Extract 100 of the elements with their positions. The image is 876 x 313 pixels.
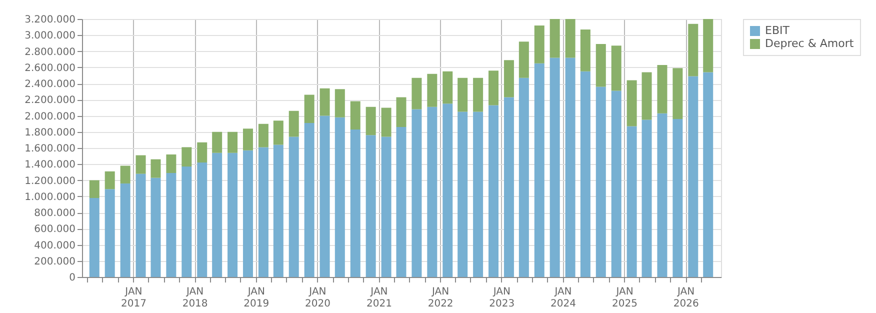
- bar: [580, 29, 590, 72]
- bar: [550, 19, 560, 58]
- bar: [611, 90, 622, 277]
- bar: [703, 72, 714, 277]
- bar: [304, 123, 314, 277]
- bar: [550, 58, 560, 277]
- bar: [120, 166, 130, 184]
- bar: [334, 89, 345, 118]
- bar: [166, 172, 176, 277]
- y-tick-label: 1.000.000: [24, 192, 76, 203]
- x-tick-label: JAN 2026: [673, 286, 699, 310]
- y-tick-label: 2.600.000: [24, 62, 76, 74]
- bar: [89, 198, 100, 277]
- y-tick-label: 1.800.000: [24, 127, 76, 138]
- bar: [458, 78, 468, 112]
- bar: [488, 70, 499, 106]
- bar: [150, 159, 161, 178]
- y-tick-label: 200.000: [34, 256, 76, 268]
- y-tick-label: 2.200.000: [24, 95, 76, 106]
- bar: [182, 147, 192, 167]
- bar: [212, 132, 222, 153]
- bar: [534, 25, 544, 64]
- bar: [197, 162, 208, 277]
- bar: [396, 127, 406, 277]
- bar: [136, 174, 146, 277]
- bar: [427, 106, 438, 277]
- bar: [626, 126, 637, 277]
- bar: [565, 58, 576, 277]
- bar: [442, 71, 453, 104]
- bar: [642, 72, 652, 120]
- bar: [688, 76, 698, 277]
- bar: [320, 116, 330, 277]
- bar: [242, 128, 253, 150]
- bar: [626, 80, 637, 126]
- bar: [412, 78, 422, 110]
- bar: [150, 178, 161, 277]
- bar: [228, 152, 238, 277]
- bar: [672, 118, 683, 277]
- bar: [273, 144, 284, 277]
- bar: [381, 108, 392, 137]
- x-tick-label: JAN 2017: [120, 286, 146, 310]
- bar: [473, 112, 484, 277]
- bar: [657, 64, 668, 114]
- bar: [596, 44, 606, 87]
- bar: [166, 154, 176, 173]
- bar: [672, 68, 683, 119]
- bar: [258, 124, 268, 148]
- bar: [334, 117, 345, 277]
- y-tick-label: 3.000.000: [24, 30, 76, 42]
- x-tick-label: JAN 2024: [550, 286, 576, 310]
- legend-label: Deprec & Amort: [765, 37, 854, 50]
- bar: [642, 120, 652, 277]
- bar: [242, 150, 253, 277]
- y-tick-label: 1.600.000: [24, 144, 76, 154]
- y-tick-label: 600.000: [34, 224, 76, 236]
- y-tick-label: 1.200.000: [24, 176, 76, 187]
- bar: [273, 120, 284, 145]
- bar: [703, 19, 714, 72]
- y-tick-label: 2.000.000: [24, 111, 76, 122]
- bar: [504, 97, 514, 277]
- bar: [412, 109, 422, 277]
- x-tick-label: JAN 2019: [244, 286, 270, 310]
- x-tick-label: JAN 2020: [305, 286, 330, 310]
- bar: [565, 19, 576, 58]
- bar: [381, 136, 392, 277]
- x-tick-label: JAN 2023: [489, 286, 515, 310]
- bar: [350, 129, 360, 277]
- bar: [657, 113, 668, 277]
- x-tick-label: JAN 2022: [428, 286, 454, 310]
- bar: [228, 132, 238, 153]
- bar: [366, 135, 376, 277]
- y-tick-label: 400.000: [34, 240, 76, 252]
- y-tick-label: 1.400.000: [24, 160, 76, 171]
- bar: [366, 106, 376, 136]
- bar: [396, 97, 406, 128]
- legend-label: EBIT: [765, 24, 790, 37]
- bar: [304, 94, 314, 124]
- bar: [427, 74, 438, 107]
- bar: [104, 189, 115, 277]
- bar: [320, 88, 330, 116]
- y-tick-label: 2.800.000: [24, 46, 76, 58]
- y-tick-label: 3.200.000: [24, 14, 76, 26]
- bar: [442, 104, 453, 277]
- bar: [688, 24, 698, 76]
- y-tick-label: 2.400.000: [24, 79, 76, 90]
- bar: [596, 86, 606, 277]
- bar: [288, 110, 299, 137]
- bar: [580, 71, 590, 277]
- bar: [518, 42, 529, 78]
- bar: [488, 105, 499, 277]
- bar: [197, 142, 208, 163]
- bar: [350, 101, 360, 130]
- bar: [212, 152, 222, 277]
- bar: [611, 46, 622, 91]
- bar: [182, 166, 192, 277]
- bar: [258, 147, 268, 277]
- bar: [288, 136, 299, 277]
- bar: [518, 78, 529, 277]
- bar: [89, 180, 100, 198]
- bar: [473, 78, 484, 112]
